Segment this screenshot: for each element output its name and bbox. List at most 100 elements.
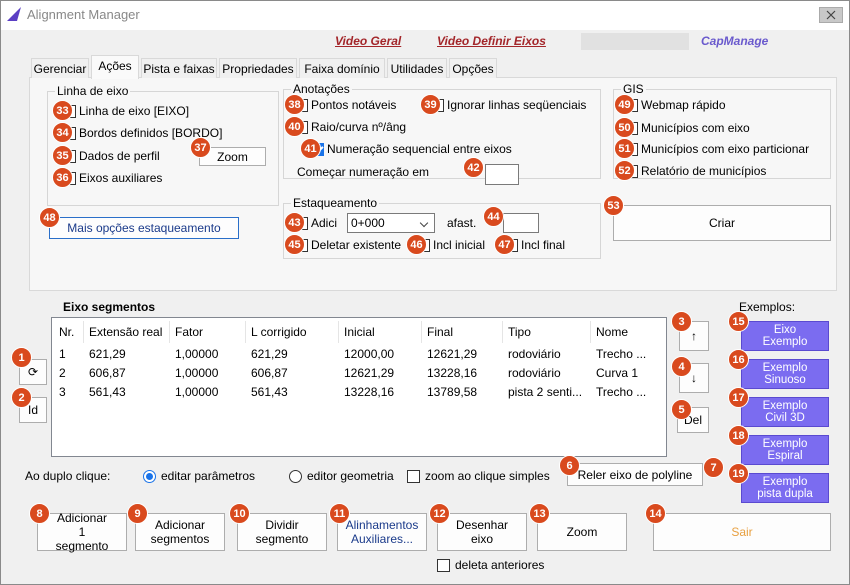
badge: 45 [284,234,305,255]
number-input[interactable] [485,164,519,185]
group-box [283,89,601,179]
column-separator [421,321,422,343]
label: deleta anteriores [455,558,545,572]
tab[interactable]: Propriedades [219,58,297,78]
table-cell: 1 [59,347,66,361]
badge: 7 [703,457,724,478]
column-separator [169,321,170,343]
column-header[interactable]: Nome [596,325,629,339]
column-separator [502,321,503,343]
group-title: GIS [621,82,646,96]
badge: 13 [529,503,550,524]
badge: 3 [671,311,692,332]
label: Começar numeração em [297,165,430,179]
button[interactable]: Desenhar eixo [437,513,527,551]
badge: 42 [463,157,484,178]
table-cell: 1,00000 [175,366,219,380]
badge: 16 [728,349,749,370]
button[interactable]: Exemplo Sinuoso [741,359,829,389]
badge: 1 [11,347,32,368]
column-header[interactable]: Tipo [508,325,531,339]
button[interactable]: Id [19,397,47,423]
button[interactable]: Eixo Exemplo [741,321,829,351]
badge: 2 [11,387,32,408]
table-cell: rodoviário [508,366,561,380]
select[interactable] [347,213,435,233]
badge: 35 [52,145,73,166]
button[interactable]: Exemplo Espiral [741,435,829,465]
badge: 47 [494,234,515,255]
group-title: Anotações [291,82,352,96]
link[interactable]: CapManage [701,34,769,48]
table-cell: pista 2 senti... [508,385,583,399]
radio[interactable] [143,470,156,483]
link[interactable]: Video Geral [335,34,402,48]
tab[interactable]: Pista e faixas [141,58,217,78]
group-title: Linha de eixo [55,84,131,98]
segments-table [51,317,667,457]
badge: 6 [559,455,580,476]
label: Relatório de municípios [641,164,767,178]
table-cell: 3 [59,385,66,399]
table-cell: 606,87 [89,366,126,380]
radio[interactable] [289,470,302,483]
badge: 37 [190,137,211,158]
label: editar parâmetros [161,469,256,483]
button[interactable]: Alinhamentos Auxiliares... [337,513,427,551]
label: Dados de perfil [79,149,160,163]
column-separator [83,321,84,343]
button[interactable]: Mais opções estaqueamento [49,217,239,239]
label: Pontos notáveis [311,98,397,112]
label: Adici [311,216,338,230]
button[interactable]: Criar [613,205,831,241]
table-cell: 12621,29 [344,366,395,380]
column-header[interactable]: Extensão real [89,325,163,339]
badge: 10 [229,503,250,524]
link[interactable]: Video Definir Eixos [437,34,546,48]
button[interactable]: Zoom [537,513,627,551]
badge: 50 [614,117,635,138]
column-header[interactable]: L corrigido [251,325,307,339]
button[interactable]: Exemplo pista dupla [741,473,829,503]
button[interactable]: Exemplo Civil 3D [741,397,829,427]
column-header[interactable]: Fator [175,325,204,339]
badge: 4 [671,356,692,377]
tab[interactable]: Gerenciar [31,58,89,78]
badge: 48 [39,207,60,228]
label: Incl final [521,238,566,252]
label: Incl inicial [433,238,486,252]
button[interactable]: Reler eixo de polyline [567,463,703,486]
checkbox[interactable] [437,559,450,572]
badge: 44 [483,206,504,227]
close-button[interactable] [819,7,843,23]
offset-input[interactable] [503,213,539,233]
badge: 41 [300,138,321,159]
tab[interactable]: Ações [91,55,139,79]
group-box [283,203,601,259]
button[interactable]: Dividir segmento [237,513,327,551]
tab[interactable]: Opções [449,58,497,78]
badge: 39 [420,94,441,115]
button[interactable]: Adicionar 1 segmento [37,511,127,553]
tab[interactable]: Utilidades [387,58,447,78]
column-separator [590,321,591,343]
button[interactable]: Sair [653,513,831,551]
badge: 38 [284,94,305,115]
label: Ignorar linhas seqüenciais [447,98,587,112]
table-cell: 561,43 [251,385,288,399]
table-cell: 13789,58 [427,385,478,399]
column-header[interactable]: Final [427,325,454,339]
badge: 14 [645,503,666,524]
checkbox[interactable] [407,470,420,483]
label: Deletar existente [311,238,402,252]
table-cell: 1,00000 [175,385,219,399]
label: Ao duplo clique: [25,469,111,483]
table-cell: 621,29 [251,347,288,361]
table-cell: 2 [59,366,66,380]
column-header[interactable]: Inicial [344,325,375,339]
button[interactable]: Adicionar segmentos [135,513,225,551]
label: Webmap rápido [641,98,726,112]
tab[interactable]: Faixa domínio [299,58,385,78]
column-header[interactable]: Nr. [59,325,75,339]
button[interactable]: Zoom [199,147,266,166]
